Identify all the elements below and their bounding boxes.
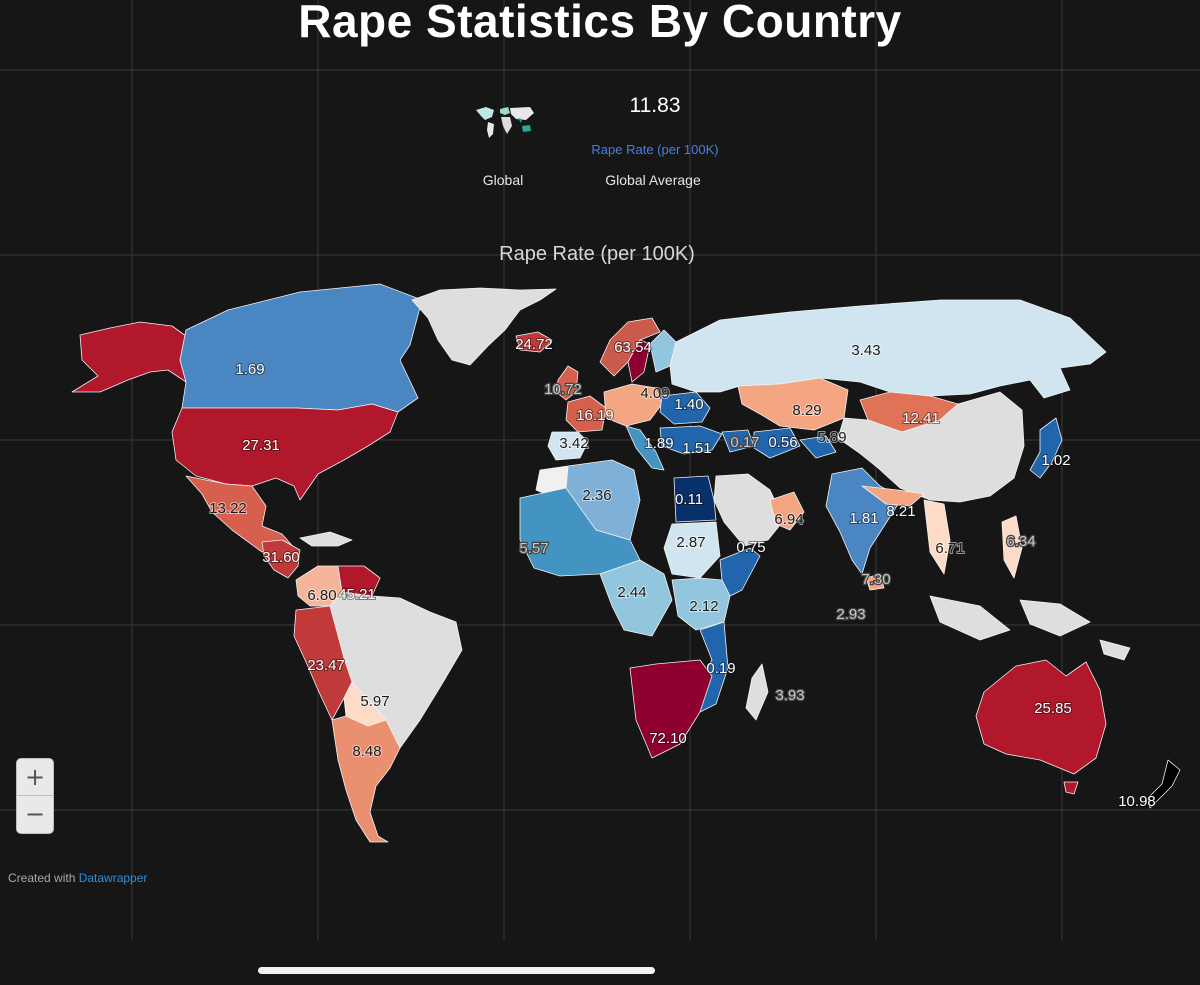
map-value-label: 2.87 bbox=[676, 534, 705, 551]
map-value-label: 3.93 bbox=[775, 687, 804, 704]
region-peru[interactable] bbox=[293, 605, 353, 721]
map-value-label: 6.71 bbox=[935, 540, 964, 557]
map-value-label: 0.17 bbox=[730, 434, 759, 451]
map-value-label: 1.02 bbox=[1041, 452, 1070, 469]
region-japan[interactable] bbox=[1029, 417, 1063, 479]
map-value-label: 2.93 bbox=[836, 606, 865, 623]
region-egypt[interactable] bbox=[673, 475, 717, 523]
region-tasmania[interactable] bbox=[1063, 781, 1079, 795]
region-usa[interactable] bbox=[171, 403, 399, 501]
region-mexico[interactable] bbox=[185, 475, 297, 553]
region-congo[interactable] bbox=[599, 559, 673, 637]
global-label: Global bbox=[482, 172, 524, 188]
region-sweden[interactable] bbox=[627, 339, 651, 383]
region-saudi-arabia[interactable] bbox=[713, 473, 785, 547]
global-average-label: Global Average bbox=[605, 172, 701, 188]
region-australia[interactable] bbox=[975, 659, 1107, 775]
map-value-label: 63.54 bbox=[614, 339, 652, 356]
region-philippines[interactable] bbox=[1001, 515, 1023, 579]
map-value-label: 4.09 bbox=[640, 385, 669, 402]
map-value-label: 7.30 bbox=[861, 571, 890, 588]
region-turkey[interactable] bbox=[659, 425, 723, 455]
metric-label: Rape Rate (per 100K) bbox=[591, 142, 719, 157]
region-canada[interactable] bbox=[179, 283, 423, 413]
map-value-label: 8.21 bbox=[886, 503, 915, 520]
region-tajikistan[interactable] bbox=[799, 435, 837, 459]
page-title: Rape Statistics By Country bbox=[298, 0, 902, 47]
map-value-label: 13.22 bbox=[209, 500, 247, 517]
map-value-label: 3.43 bbox=[851, 342, 880, 359]
zoom-in-button[interactable]: + bbox=[17, 759, 53, 796]
map-value-label: 10.98 bbox=[1118, 793, 1156, 810]
map-value-label: 5.89 bbox=[817, 429, 846, 446]
credit-prefix: Created with bbox=[8, 871, 79, 885]
zoom-control: + − bbox=[16, 758, 54, 834]
region-alaska[interactable] bbox=[71, 321, 187, 393]
region-italy[interactable] bbox=[625, 425, 665, 471]
datawrapper-link[interactable]: Datawrapper bbox=[78, 871, 148, 885]
map-value-label: 25.85 bbox=[1034, 700, 1072, 717]
map-value-label: 8.29 bbox=[792, 402, 821, 419]
map-value-label: 27.31 bbox=[242, 437, 280, 454]
region-tanzania[interactable] bbox=[671, 577, 731, 631]
region-central-america[interactable] bbox=[261, 539, 301, 579]
region-norway[interactable] bbox=[599, 317, 661, 377]
map-value-label: 23.47 bbox=[307, 657, 345, 674]
credit-line: Created with Datawrapper bbox=[8, 871, 147, 885]
region-south-africa[interactable] bbox=[629, 659, 713, 759]
map-value-label: 6.94 bbox=[774, 511, 803, 528]
map-value-label: 10.72 bbox=[544, 381, 582, 398]
map-value-label: 0.11 bbox=[675, 491, 703, 508]
global-map-icon bbox=[476, 107, 534, 138]
map-value-label: 1.40 bbox=[674, 396, 703, 413]
map-value-label: 45.21 bbox=[338, 586, 376, 603]
map-value-label: 6.34 bbox=[1006, 533, 1035, 550]
region-oman[interactable] bbox=[769, 491, 805, 531]
global-average-value: 11.83 bbox=[629, 94, 681, 117]
map-title: Rape Rate (per 100K) bbox=[499, 243, 695, 265]
map-value-label: 16.19 bbox=[576, 407, 614, 424]
region-china[interactable] bbox=[837, 391, 1025, 503]
region-turkmenistan[interactable] bbox=[753, 427, 801, 459]
region-madagascar[interactable] bbox=[745, 663, 769, 721]
home-indicator[interactable] bbox=[258, 967, 655, 974]
region-france[interactable] bbox=[565, 395, 607, 433]
region-russia[interactable] bbox=[669, 299, 1107, 399]
region-sri-lanka[interactable] bbox=[865, 573, 885, 591]
map-value-label: 72.10 bbox=[649, 730, 687, 747]
region-islands bbox=[929, 595, 1131, 661]
region-kazakhstan[interactable] bbox=[737, 377, 849, 431]
region-uk[interactable] bbox=[555, 365, 579, 401]
map-value-label: 12.41 bbox=[902, 410, 940, 427]
map-value-label: 1.69 bbox=[235, 361, 264, 378]
map-value-label: 24.72 bbox=[515, 336, 553, 353]
map-value-label: 2.12 bbox=[689, 598, 718, 615]
map-value-label: 1.89 bbox=[644, 435, 673, 452]
region-caribbean bbox=[299, 531, 353, 547]
map-value-label: 2.36 bbox=[582, 487, 611, 504]
region-nepal[interactable] bbox=[861, 485, 925, 507]
map-value-label: 2.44 bbox=[617, 584, 646, 601]
region-iceland[interactable] bbox=[515, 331, 553, 353]
map-value-label: 1.51 bbox=[682, 440, 711, 457]
map-value-label: 6.80 bbox=[307, 587, 336, 604]
region-argentina[interactable] bbox=[331, 715, 401, 843]
map-value-label: 0.56 bbox=[768, 434, 797, 451]
region-new-zealand[interactable] bbox=[1147, 759, 1181, 809]
map-value-label: 8.48 bbox=[352, 743, 381, 760]
map-value-label: 1.81 bbox=[849, 510, 878, 527]
zoom-out-button[interactable]: − bbox=[24, 800, 46, 828]
map-value-label: 5.57 bbox=[519, 540, 548, 557]
map-value-label: 0.19 bbox=[706, 660, 735, 677]
region-spain[interactable] bbox=[547, 431, 589, 461]
map-value-label: 3.42 bbox=[559, 435, 588, 452]
region-central-europe[interactable] bbox=[603, 383, 663, 427]
map-value-label: 0.75 bbox=[736, 539, 765, 556]
region-myanmar[interactable] bbox=[923, 499, 951, 575]
region-greenland[interactable] bbox=[411, 287, 557, 366]
map-value-label: 31.60 bbox=[262, 549, 300, 566]
map-value-label: 5.97 bbox=[360, 693, 389, 710]
